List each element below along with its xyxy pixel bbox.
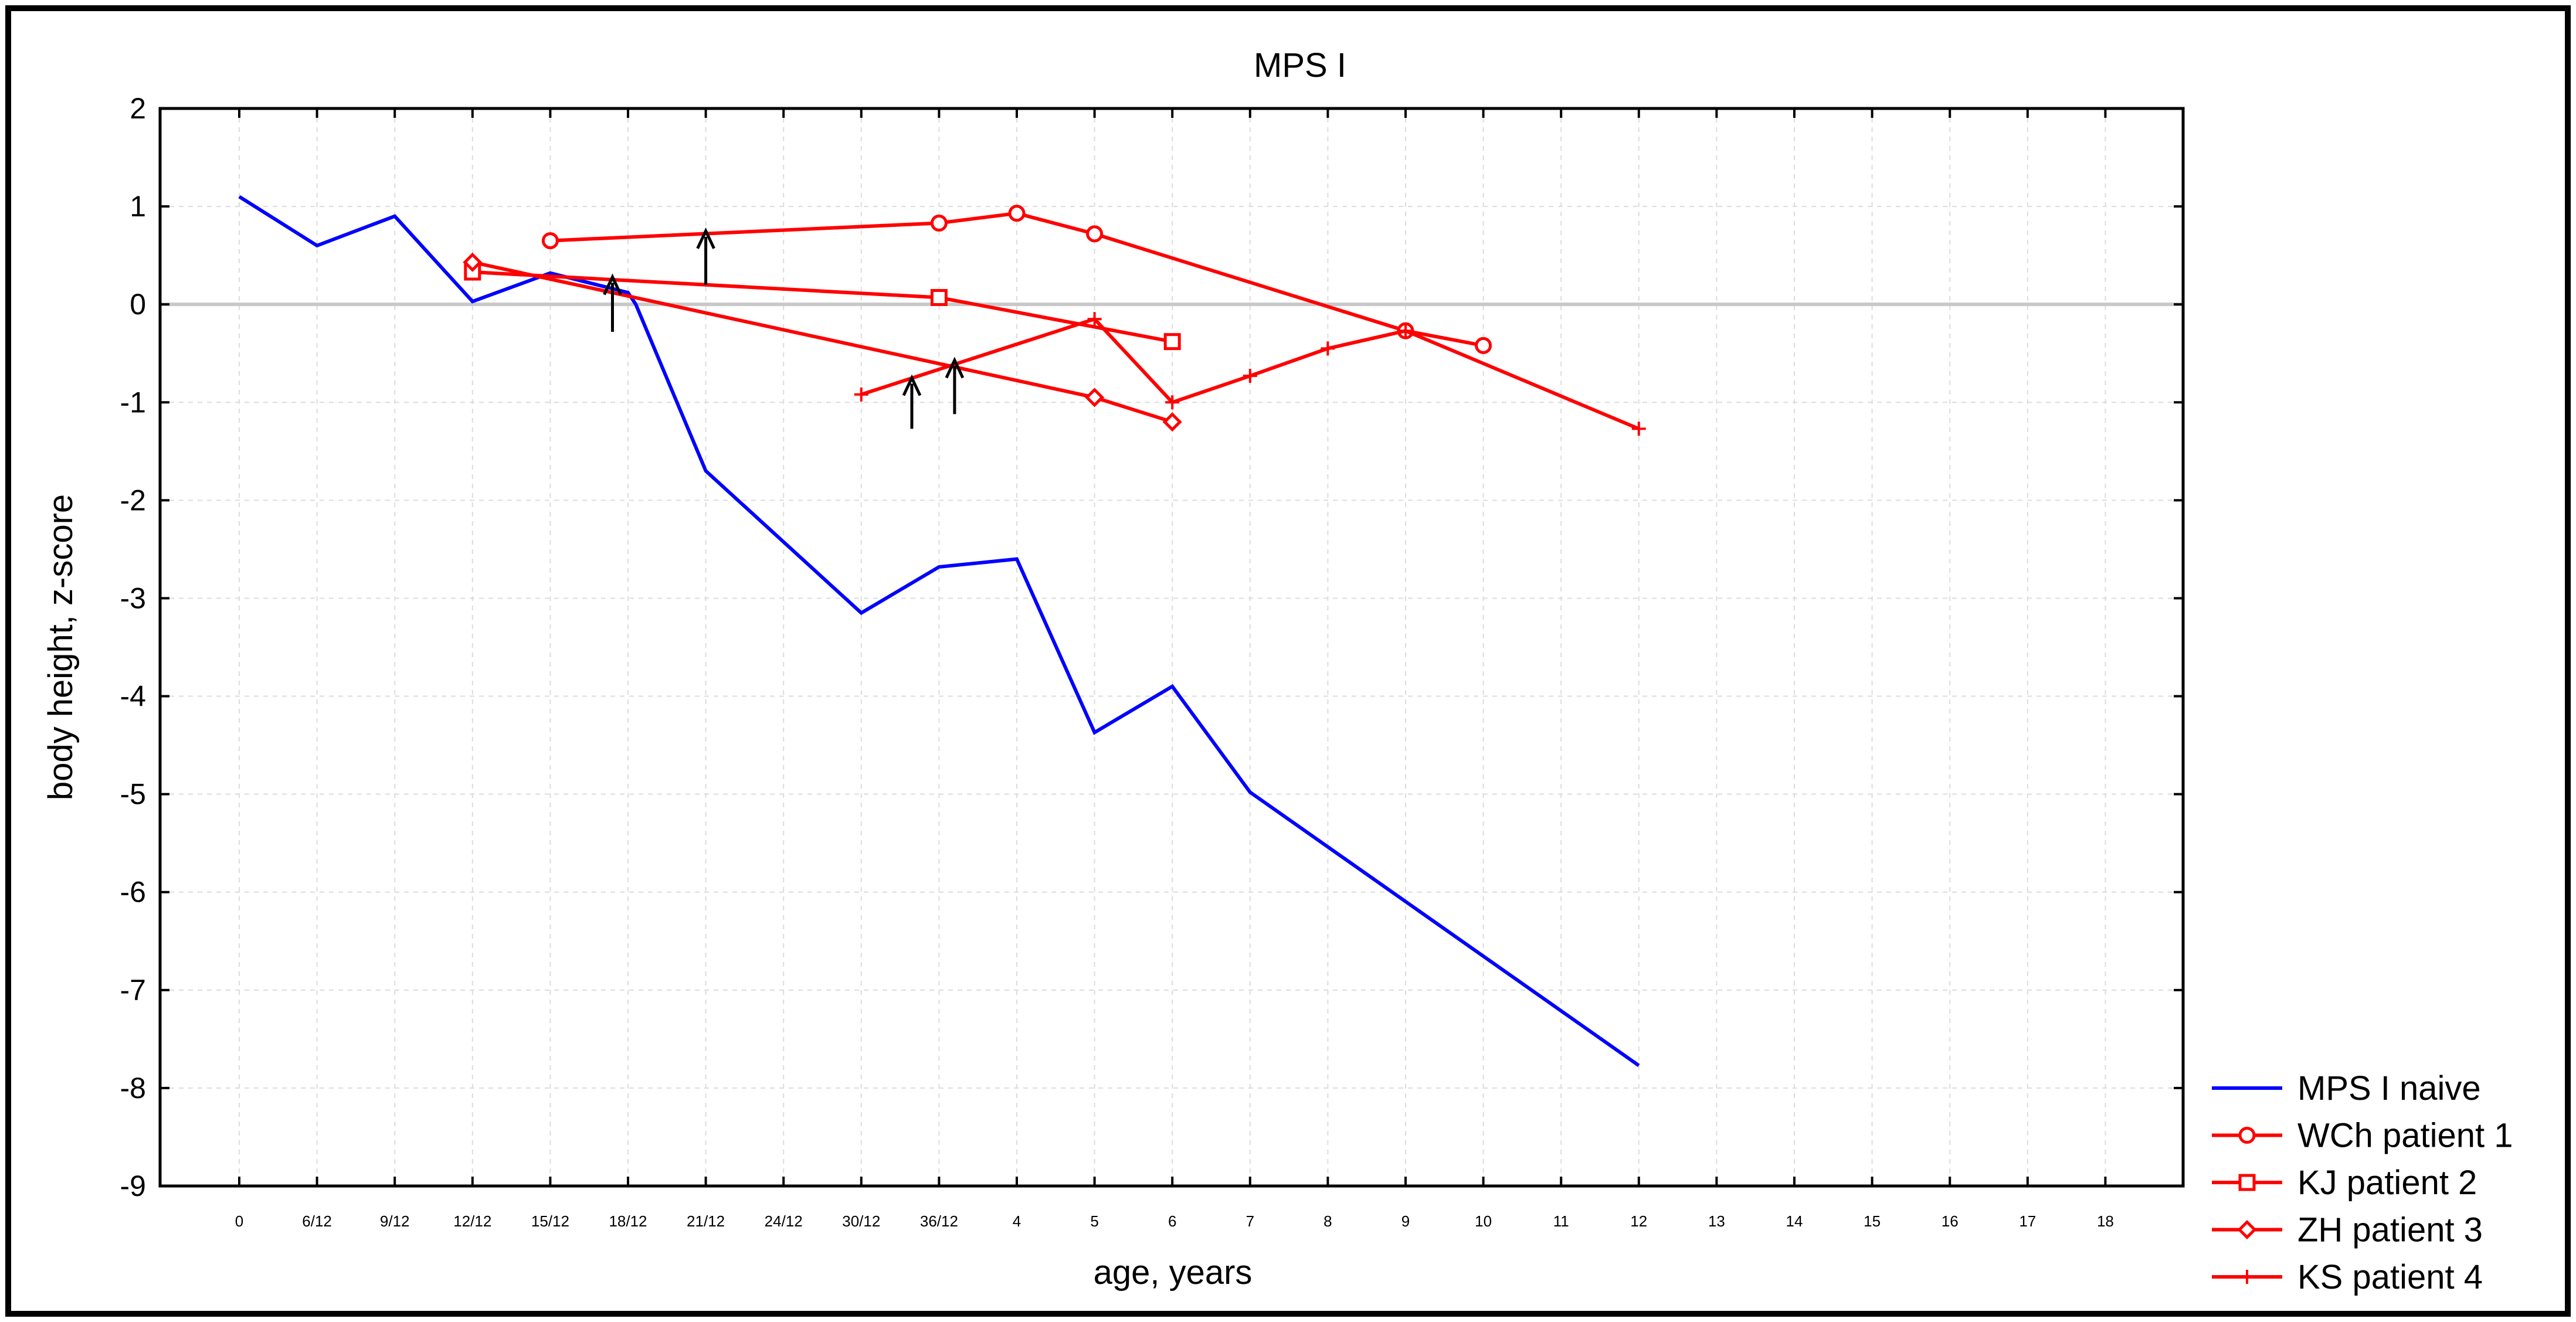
data-point bbox=[930, 288, 948, 306]
x-tick-label: 0 bbox=[235, 1212, 243, 1230]
y-tick-label: -9 bbox=[120, 1170, 146, 1202]
x-tick-label: 21/12 bbox=[687, 1212, 725, 1230]
legend-label: ZH patient 3 bbox=[2297, 1211, 2483, 1249]
data-point bbox=[541, 232, 559, 250]
x-tick-label: 15 bbox=[1864, 1212, 1881, 1230]
arrow-head bbox=[696, 227, 715, 249]
x-tick-label: 9 bbox=[1401, 1212, 1410, 1230]
y-tick-label: -3 bbox=[120, 582, 146, 614]
data-point bbox=[463, 252, 483, 272]
y-tick-label: 0 bbox=[130, 288, 146, 321]
legend: MPS I naive WCh patient 1 KJ patient 2 ZH p… bbox=[2212, 1069, 2513, 1296]
x-axis-title: age, years bbox=[1094, 1253, 1253, 1292]
x-tick-label: 18 bbox=[2097, 1212, 2114, 1230]
legend-swatch-marker bbox=[2238, 1127, 2256, 1144]
data-point bbox=[1243, 369, 1257, 383]
x-tick-label: 14 bbox=[1786, 1212, 1803, 1230]
x-tick-label: 11 bbox=[1553, 1212, 1569, 1230]
legend-item-3: ZH patient 3 bbox=[2212, 1211, 2483, 1249]
arrow-head bbox=[902, 374, 922, 396]
y-axis-title: body height, z-score bbox=[42, 494, 80, 800]
arrow-annotation bbox=[603, 273, 622, 332]
y-tick-label: -2 bbox=[120, 484, 146, 516]
x-tick-label: 13 bbox=[1708, 1212, 1725, 1230]
x-tick-label: 7 bbox=[1246, 1212, 1254, 1230]
legend-label: MPS I naive bbox=[2297, 1069, 2481, 1107]
outer-frame bbox=[5, 5, 2571, 1317]
series-3 bbox=[463, 252, 1182, 432]
x-tick-label: 12 bbox=[1630, 1212, 1647, 1230]
x-tick-label: 17 bbox=[2019, 1212, 2036, 1230]
legend-item-1: WCh patient 1 bbox=[2212, 1117, 2513, 1155]
series-0 bbox=[238, 195, 1640, 1067]
data-point bbox=[1085, 388, 1105, 407]
legend-label: KJ patient 2 bbox=[2297, 1164, 2477, 1202]
data-point bbox=[1163, 333, 1181, 351]
y-tick-label: -7 bbox=[120, 974, 146, 1007]
legend-item-0: MPS I naive bbox=[2212, 1069, 2481, 1107]
series-4 bbox=[854, 312, 1646, 436]
legend-label: KS patient 4 bbox=[2297, 1258, 2483, 1296]
y-tick-label: -5 bbox=[120, 778, 146, 811]
data-point bbox=[1008, 205, 1026, 222]
data-point bbox=[1162, 412, 1182, 432]
y-tick-label: 2 bbox=[130, 92, 146, 125]
arrow-head bbox=[945, 356, 965, 379]
series-line bbox=[238, 195, 1640, 1067]
x-tick-label: 16 bbox=[1942, 1212, 1959, 1230]
x-tick-label: 9/12 bbox=[380, 1212, 410, 1230]
grid-layer bbox=[160, 108, 2183, 1186]
y-tick-label: -8 bbox=[120, 1072, 146, 1105]
legend-swatch-marker bbox=[2240, 1270, 2254, 1284]
legend-label: WCh patient 1 bbox=[2297, 1117, 2513, 1155]
legend-swatch-marker bbox=[2238, 1174, 2256, 1191]
x-tick-label: 30/12 bbox=[842, 1212, 880, 1230]
y-tick-label: -1 bbox=[120, 386, 146, 419]
data-point bbox=[1475, 337, 1492, 354]
x-tick-label: 5 bbox=[1090, 1212, 1098, 1230]
annotation-layer bbox=[603, 227, 965, 429]
x-tick-label: 15/12 bbox=[531, 1212, 569, 1230]
y-tick-label: -6 bbox=[120, 876, 146, 909]
x-tick-label: 4 bbox=[1013, 1212, 1021, 1230]
legend-item-2: KJ patient 2 bbox=[2212, 1164, 2477, 1202]
y-tick-label: -4 bbox=[120, 680, 146, 713]
y-tick-label: 1 bbox=[130, 190, 146, 223]
x-tick-label: 18/12 bbox=[609, 1212, 647, 1230]
legend-item-4: KS patient 4 bbox=[2212, 1258, 2483, 1296]
arrow-annotation bbox=[902, 374, 922, 429]
series-layer bbox=[238, 195, 1646, 1067]
arrow-annotation bbox=[696, 227, 715, 285]
data-point bbox=[930, 214, 948, 232]
legend-swatch-marker bbox=[2237, 1219, 2257, 1240]
x-tick-label: 8 bbox=[1323, 1212, 1332, 1230]
chart-title: MPS I bbox=[1254, 46, 1346, 84]
data-point bbox=[1086, 225, 1104, 243]
tick-layer: 210-1-2-3-4-5-6-7-8-90 6/12 9/12 12/12 15/12… bbox=[120, 92, 2183, 1230]
x-tick-label: 6/12 bbox=[302, 1212, 332, 1230]
arrow-annotation bbox=[945, 356, 965, 414]
data-point bbox=[1631, 422, 1646, 436]
x-tick-label: 24/12 bbox=[765, 1212, 803, 1230]
x-tick-label: 10 bbox=[1475, 1212, 1492, 1230]
x-tick-label: 6 bbox=[1168, 1212, 1176, 1230]
x-tick-label: 36/12 bbox=[920, 1212, 958, 1230]
data-point bbox=[1165, 395, 1180, 410]
data-point bbox=[1321, 341, 1335, 356]
series-2 bbox=[464, 263, 1181, 351]
series-line bbox=[550, 211, 1484, 348]
data-point bbox=[1087, 312, 1102, 327]
data-point bbox=[854, 387, 868, 402]
x-tick-label: 12/12 bbox=[453, 1212, 491, 1230]
arrow-head bbox=[603, 273, 622, 295]
data-point bbox=[1399, 324, 1413, 338]
